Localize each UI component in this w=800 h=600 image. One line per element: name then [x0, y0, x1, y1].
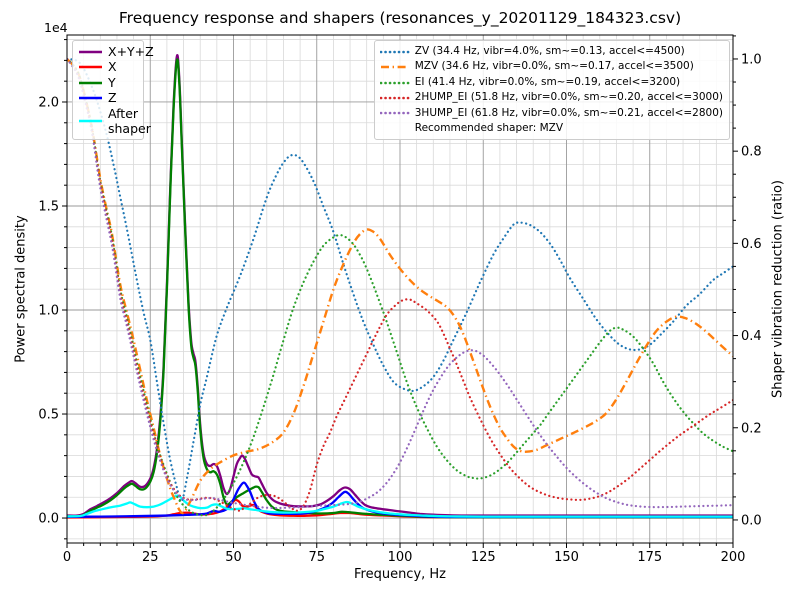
legend-line-swatch-x: [79, 65, 102, 69]
legend-label: 2HUMP_EI (51.8 Hz, vibr=0.0%, sm~=0.20, …: [414, 91, 723, 104]
tick-marks: [62, 35, 738, 548]
y-axis-label-right: Shaper vibration reduction (ratio): [770, 180, 786, 398]
legend-item-after_shaper: After shaper: [78, 106, 151, 137]
legend-label: Y: [108, 74, 116, 90]
legend-item-mzv: MZV (34.6 Hz, vibr=0.0%, sm~=0.17, accel…: [380, 59, 723, 74]
legend-label: After shaper: [108, 105, 151, 137]
x-tick-label: 25: [142, 550, 159, 565]
y-left-tick-label: 1.0: [38, 304, 59, 319]
y-axis-label-left: Power spectral density: [13, 215, 29, 363]
y-right-tick-label: 0.0: [741, 513, 762, 528]
x-tick-label: 75: [308, 550, 325, 565]
legend-item-three_hump_ei: 3HUMP_EI (61.8 Hz, vibr=0.0%, sm~=0.21, …: [379, 106, 723, 121]
y-left-tick-label: 1.5: [38, 199, 59, 214]
legend-line-swatch-two_hump_ei: [379, 96, 410, 100]
legend-label: Z: [108, 90, 117, 106]
tick-labels: 0 25 50 75 100 125 150 175 200 0.0 0.5 1.0 1.5 2.0 0.0…: [38, 52, 761, 565]
series-zv-line: [67, 57, 733, 503]
legend-item-zv: ZV (34.4 Hz, vibr=4.0%, sm~=0.13, accel<…: [379, 44, 723, 59]
y-right-tick-label: 0.2: [741, 421, 762, 436]
legend-label: 3HUMP_EI (61.8 Hz, vibr=0.0%, sm~=0.21, …: [414, 106, 723, 119]
x-tick-label: 125: [471, 550, 496, 565]
series-ei-line: [67, 57, 733, 517]
legend-line-swatch-after_shaper: [79, 119, 102, 123]
y-left-tick-label: 0.5: [38, 408, 59, 423]
x-tick-label: 150: [554, 550, 579, 565]
y-left-tick-label: 2.0: [38, 95, 59, 110]
legend-line-swatch-y: [79, 81, 102, 84]
x-tick-label: 50: [225, 550, 242, 565]
series-after_shaper-line: [67, 494, 733, 518]
legend-item-y: Y: [78, 75, 137, 90]
legend-item-x: X: [78, 59, 137, 74]
legend-line-swatch-z: [79, 96, 102, 100]
y-left-tick-label: 0.0: [38, 512, 59, 527]
y-axis-offset-label: 1e4: [44, 20, 68, 35]
x-tick-label: 200: [721, 550, 746, 565]
psd-legend: X+Y+Z X Y Z After shaper: [72, 40, 154, 141]
x-tick-label: 100: [388, 550, 413, 565]
legend-label: EI (41.4 Hz, vibr=0.0%, sm~=0.19, accel<…: [414, 75, 681, 88]
series-two_hump_ei-line: [67, 57, 733, 512]
x-tick-label: 0: [63, 550, 71, 565]
x-tick-label: 175: [637, 550, 662, 565]
y-right-tick-label: 1.0: [741, 52, 762, 67]
legend-label: X: [108, 59, 117, 75]
legend-item-xyz: X+Y+Z: [78, 44, 154, 59]
y-right-tick-label: 0.4: [741, 329, 762, 344]
recommended-shaper-note: Recommended shaper: MZV: [414, 122, 564, 135]
legend-item-z: Z: [78, 90, 137, 105]
x-axis-label: Frequency, Hz: [353, 567, 447, 582]
legend-line-swatch-three_hump_ei: [379, 112, 410, 115]
shaper-legend: ZV (34.4 Hz, vibr=4.0%, sm~=0.13, accel<…: [373, 40, 730, 141]
y-right-tick-label: 0.8: [741, 145, 762, 160]
legend-line-swatch-xyz: [79, 50, 102, 54]
series-xyz-line: [67, 54, 733, 517]
legend-line-swatch-mzv: [380, 65, 409, 69]
legend-item-ei: EI (41.4 Hz, vibr=0.0%, sm~=0.19, accel<…: [379, 75, 723, 90]
series-y-line: [67, 58, 733, 519]
legend-label: ZV (34.4 Hz, vibr=4.0%, sm~=0.13, accel<…: [414, 45, 685, 57]
legend-line-swatch-zv: [379, 50, 410, 54]
y-right-tick-label: 0.6: [741, 237, 762, 252]
legend-item-two_hump_ei: 2HUMP_EI (51.8 Hz, vibr=0.0%, sm~=0.20, …: [379, 90, 723, 105]
legend-line-swatch-ei: [379, 81, 410, 84]
legend-label: X+Y+Z: [108, 44, 154, 59]
chart-title: Frequency response and shapers (resonanc…: [118, 9, 682, 27]
series-layer: [67, 54, 733, 519]
legend-label: MZV (34.6 Hz, vibr=0.0%, sm~=0.17, accel…: [414, 60, 694, 73]
